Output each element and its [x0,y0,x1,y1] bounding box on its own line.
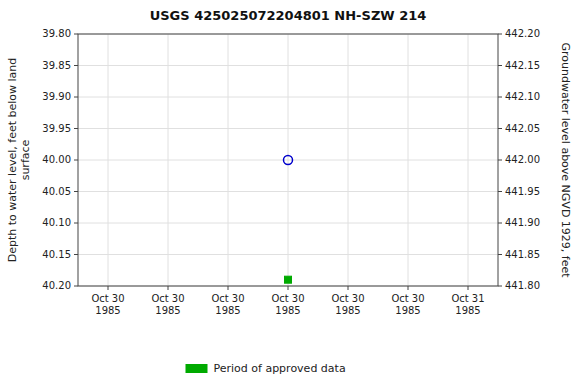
y2-axis-label: Groundwater level above NGVD 1929, feet [559,42,572,278]
tick-label: 442.05 [505,123,540,134]
text-line: 1985 [335,305,360,316]
tick-mark [288,286,289,290]
tick-mark [108,286,109,290]
tick-mark [74,286,78,287]
tick-mark [498,34,502,35]
tick-label: 441.85 [505,249,540,260]
tick-mark [74,128,78,129]
text-line: 1985 [155,305,180,316]
tick-mark [348,286,349,290]
y2-axis: 441.80 441.85 441.90 441.95 442.00 442.05 442.… [498,28,540,291]
tick-label: 442.20 [505,28,540,39]
tick-label: 40.05 [42,186,71,197]
tick-mark [228,286,229,290]
tick-label: 40.10 [42,217,71,228]
chart: 39.80 39.85 39.90 39.95 40.00 40.05 40.10 40.15… [0,0,576,384]
tick-mark [498,65,502,66]
text-line: Oct 30 [151,293,184,304]
x-axis: Oct 301985Oct 301985Oct 301985Oct 301985… [91,286,484,316]
grid-line [408,34,409,286]
tick-label: 441.95 [505,186,540,197]
text-line: Oct 30 [271,293,304,304]
tick-mark [74,160,78,161]
text-line: 1985 [215,305,240,316]
tick-mark [498,223,502,224]
grid [78,34,498,286]
title: USGS 425025072204801 NH-SZW 214 [150,8,427,23]
tick-label: Oct 301985 [211,293,244,316]
tick-mark [74,97,78,98]
text-line: surface [19,139,32,180]
tick-label: 441.80 [505,280,540,291]
text-line: Oct 30 [211,293,244,304]
tick-label: Oct 301985 [331,293,364,316]
y-axis: 39.80 39.85 39.90 39.95 40.00 40.05 40.10 40.15… [42,28,78,291]
text-line: Oct 30 [331,293,364,304]
tick-mark [168,286,169,290]
tick-label: 39.95 [42,123,71,134]
tick-label: 441.90 [505,217,540,228]
grid-line [288,34,289,286]
grid-line [108,34,109,286]
grid-line [348,34,349,286]
point [285,276,292,283]
tick-mark [74,191,78,192]
tick-mark [498,254,502,255]
text-line: 1985 [275,305,300,316]
grid-line [228,34,229,286]
text-line: Oct 30 [91,293,124,304]
text-line: 1985 [395,305,420,316]
text-line: Depth to water level, feet below land [6,58,19,263]
tick-mark [74,223,78,224]
text-line: 1985 [455,305,480,316]
tick-mark [74,65,78,66]
tick-mark [498,97,502,98]
legend: Period of approved data [186,362,346,375]
tick-mark [74,34,78,35]
tick-label: 39.85 [42,60,71,71]
grid-line [168,34,169,286]
tick-mark [498,286,502,287]
text-line: Oct 30 [391,293,424,304]
tick-label: 40.00 [42,154,71,165]
text-line: 1985 [95,305,120,316]
text-line: Oct 31 [451,293,484,304]
tick-label: 40.20 [42,280,71,291]
tick-label: Oct 301985 [151,293,184,316]
point [284,156,293,165]
tick-mark [498,160,502,161]
legend-label: Period of approved data [214,362,346,375]
tick-label: Oct 301985 [91,293,124,316]
tick-mark [74,254,78,255]
tick-label: 39.90 [42,91,71,102]
tick-mark [498,191,502,192]
tick-mark [498,128,502,129]
marks [284,156,293,284]
tick-label: 39.80 [42,28,71,39]
tick-label: 442.00 [505,154,540,165]
tick-mark [468,286,469,290]
tick-label: Oct 301985 [391,293,424,316]
legend-swatch [186,364,208,373]
tick-label: Oct 311985 [451,293,484,316]
tick-label: 442.10 [505,91,540,102]
y-axis-label: Depth to water level, feet below landsur… [6,58,32,263]
tick-label: Oct 301985 [271,293,304,316]
tick-label: 40.15 [42,249,71,260]
plot-frame [78,34,498,286]
tick-label: 442.15 [505,60,540,71]
tick-mark [408,286,409,290]
grid-line [468,34,469,286]
